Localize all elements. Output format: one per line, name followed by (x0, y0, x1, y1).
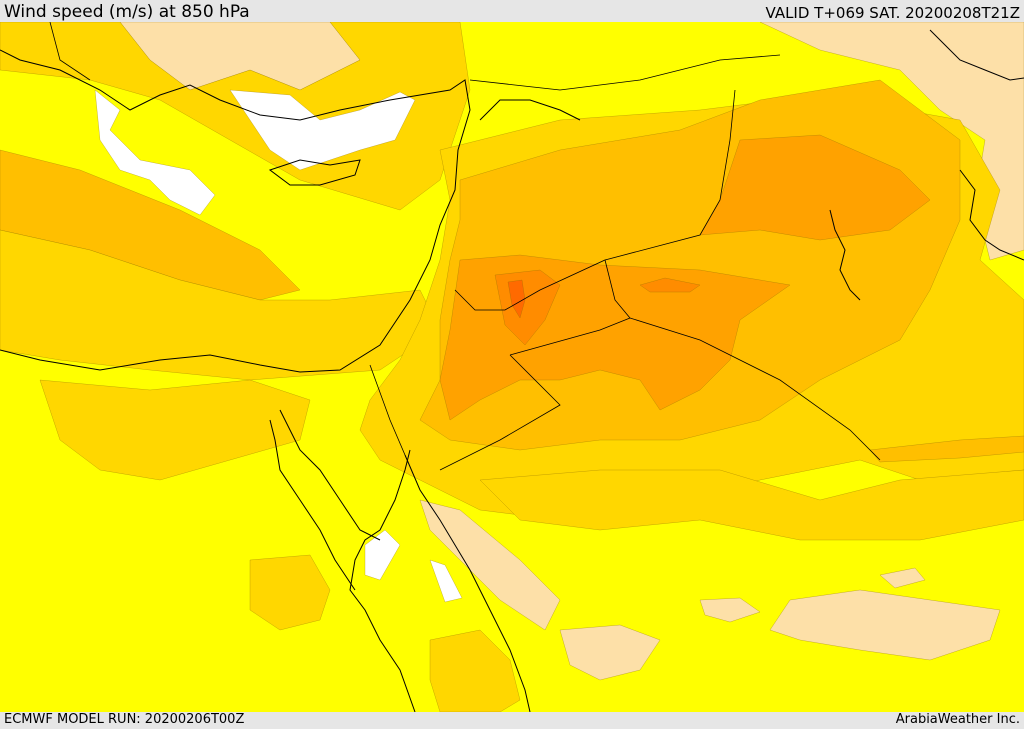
credit-label: ArabiaWeather Inc. (895, 712, 1020, 727)
model-run-label: ECMWF MODEL RUN: 20200206T00Z (4, 712, 245, 727)
field-gold-egypt (39, 379, 311, 481)
field-white-turkey-east (229, 89, 416, 171)
field-pale-south-3 (699, 597, 761, 623)
coastlines (0, 29, 1024, 712)
footer-bar: ECMWF MODEL RUN: 20200206T00Z ArabiaWeat… (0, 712, 1024, 729)
field-pale-south-2 (559, 624, 661, 681)
field-pale-south-4 (879, 567, 926, 589)
field-gold-northwest (0, 22, 471, 211)
valid-time-label: VALID T+069 SAT. 20200208T21Z (765, 4, 1020, 22)
map-canvas (0, 22, 1024, 712)
borders (49, 22, 881, 471)
header-bar: Wind speed (m/s) at 850 hPa VALID T+069 … (0, 0, 1024, 22)
field-gold-arabia-south (479, 469, 1024, 541)
field-pale-south-1 (769, 589, 1001, 661)
field-white-redsea-2 (429, 559, 463, 603)
field-gold-hijaz (429, 629, 521, 712)
field-core-iraq (639, 277, 701, 293)
field-gold-sinai-south (249, 554, 331, 631)
field-pale-redsea (419, 499, 561, 631)
map-title: Wind speed (m/s) at 850 hPa (4, 2, 250, 22)
field-white-redsea-1 (364, 529, 401, 581)
field-orange-southeast (869, 435, 1024, 463)
field-white-turkey-west (94, 89, 216, 216)
wind-speed-map (0, 22, 1024, 712)
field-core-jordan-2 (507, 279, 526, 319)
